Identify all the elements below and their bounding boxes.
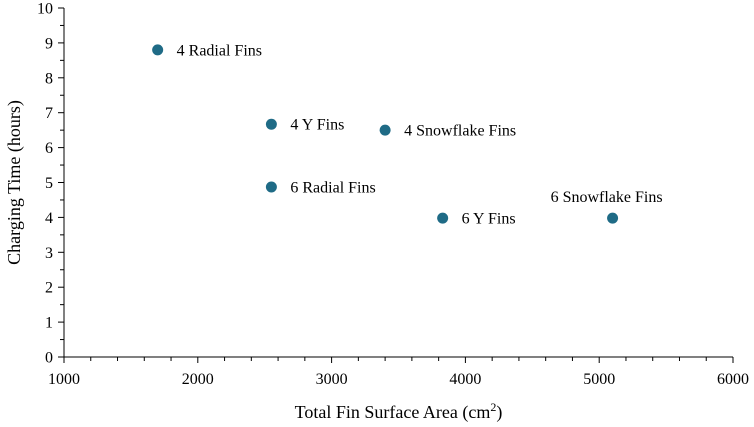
y-tick-label: 7 <box>45 105 53 122</box>
y-axis-title: Charging Time (hours) <box>4 100 25 265</box>
x-axis-title-superscript: 2 <box>490 400 496 414</box>
x-axis-title: Total Fin Surface Area (cm2) <box>295 400 503 423</box>
x-axis-title-main: Total Fin Surface Area (cm <box>295 402 491 423</box>
data-points <box>152 44 619 224</box>
y-tick-label: 10 <box>37 1 53 18</box>
y-tick-label: 1 <box>45 315 53 332</box>
data-point-label: 4 Y Fins <box>290 117 344 134</box>
x-ticks <box>63 357 734 363</box>
x-tick-label: 5000 <box>583 371 615 388</box>
y-tick-label: 3 <box>45 245 53 262</box>
point-labels: 4 Radial Fins 4 Y Fins 4 Snowflake Fins 6 R… <box>177 42 663 227</box>
y-tick-label: 5 <box>45 175 53 192</box>
y-tick-label: 8 <box>45 70 53 87</box>
x-axis-title-suffix: ) <box>496 402 502 423</box>
y-ticks <box>58 7 64 358</box>
data-point <box>152 44 164 56</box>
y-tick-label: 9 <box>45 35 53 52</box>
data-point <box>265 181 277 193</box>
x-tick-label: 3000 <box>316 371 348 388</box>
x-tick-label: 6000 <box>717 371 749 388</box>
data-point <box>437 212 449 224</box>
y-tick-labels: 0 1 2 3 4 5 6 7 8 9 10 <box>37 1 53 367</box>
x-tick-labels: 1000 2000 3000 4000 5000 6000 <box>48 371 749 388</box>
y-tick-label: 6 <box>45 140 53 157</box>
x-tick-label: 1000 <box>48 371 80 388</box>
axes <box>63 8 733 358</box>
data-point <box>379 124 391 136</box>
data-point-label: 6 Snowflake Fins <box>551 189 663 206</box>
y-tick-label: 2 <box>45 280 53 297</box>
data-point <box>265 118 277 130</box>
data-point-label: 6 Radial Fins <box>290 180 375 197</box>
x-tick-label: 2000 <box>182 371 214 388</box>
data-point-label: 4 Radial Fins <box>177 42 262 59</box>
y-tick-label: 4 <box>45 210 53 227</box>
data-point-label: 6 Y Fins <box>462 211 516 228</box>
data-point <box>607 212 619 224</box>
x-tick-label: 4000 <box>449 371 481 388</box>
data-point-label: 4 Snowflake Fins <box>404 123 516 140</box>
y-tick-label: 0 <box>45 350 53 367</box>
